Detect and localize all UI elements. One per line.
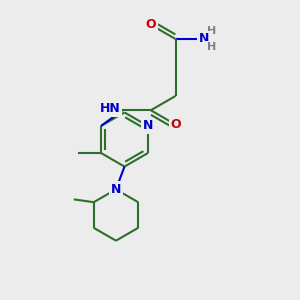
Text: N: N (199, 32, 209, 46)
Text: O: O (146, 18, 156, 31)
Text: HN: HN (100, 102, 121, 115)
Text: N: N (111, 183, 121, 196)
Text: H: H (207, 26, 216, 36)
Text: O: O (170, 118, 181, 131)
Text: H: H (207, 42, 216, 52)
Text: N: N (143, 119, 153, 133)
